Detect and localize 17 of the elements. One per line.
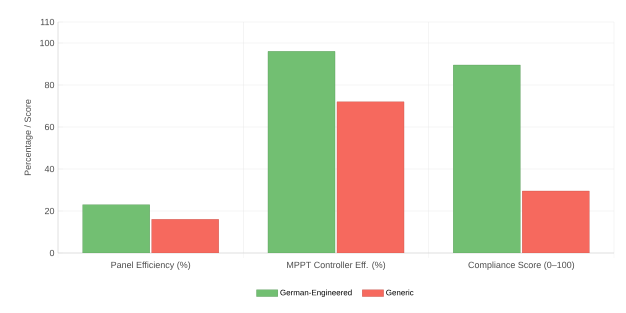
bar [453, 64, 521, 253]
y-tick-label: 100 [40, 40, 54, 46]
y-tick-label: 110 [40, 18, 54, 26]
y-tick-label: 0 [50, 250, 54, 256]
y-tick-label: 80 [44, 82, 54, 88]
bar [336, 102, 404, 253]
y-tick-label: 60 [44, 124, 54, 130]
bar [268, 51, 336, 253]
x-tick-label: Panel Efficiency (%) [111, 262, 190, 270]
y-tick-label: 20 [44, 208, 54, 214]
x-tick-label: MPPT Controller Eff. (%) [287, 262, 386, 270]
y-axis-title: Percentage / Score [24, 100, 33, 176]
x-tick-label: Compliance Score (0–100) [468, 262, 574, 270]
y-tick-label: 40 [44, 166, 54, 172]
bar [522, 190, 590, 253]
bar [151, 219, 219, 253]
bar [82, 204, 150, 253]
